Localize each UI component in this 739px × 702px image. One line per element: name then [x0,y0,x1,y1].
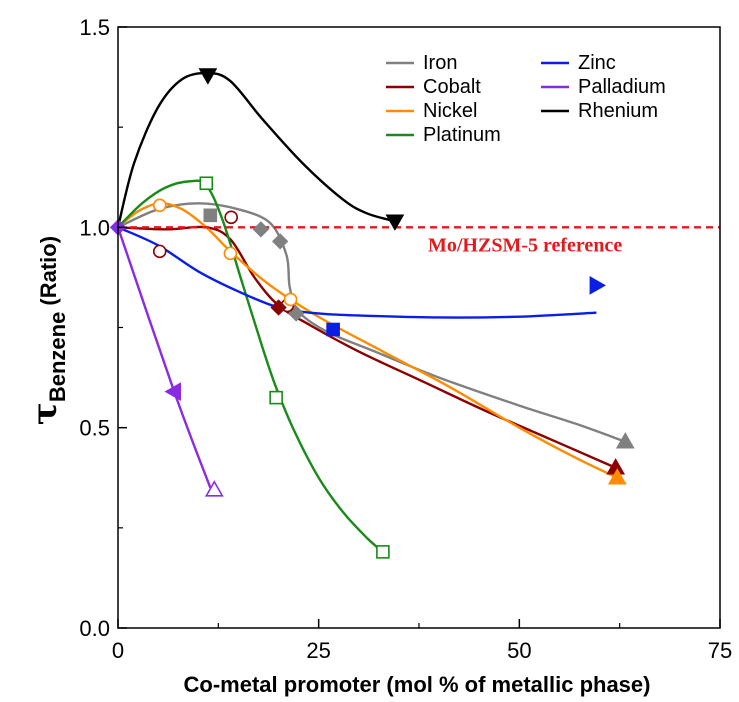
cobalt-point-1 [152,244,167,259]
iron-point-4 [288,305,305,322]
platinum-curve [117,179,384,553]
reference-line-label: Mo/HZSM-5 reference [428,234,622,256]
platinum-point-3 [376,545,390,559]
nickel-point-3 [283,292,298,307]
y-axis-title-symbol: τ [25,402,65,425]
axes: 0 25 50 75 0.0 0.5 1.0 1.5 [79,15,732,663]
legend-label-cobalt: Cobalt [423,76,481,98]
legend-label-platinum: Platinum [423,124,501,146]
palladium-point-2 [204,480,224,497]
iron-point-3 [272,233,289,250]
nickel-point-4 [607,468,627,485]
zinc-point-1 [326,322,340,337]
nickel-point-1 [152,198,167,213]
rhenium-point-1 [198,68,218,85]
cobalt-point-4 [270,299,287,316]
legend-label-zinc: Zinc [578,52,616,74]
y-axis-title-suffix: (Ratio) [36,236,61,312]
zinc-curve [117,226,597,319]
y-tick-label-3: 1.0 [79,215,110,240]
y-tick-label-4: 1.5 [79,15,110,40]
x-axis-title: Co-metal promoter (mol % of metallic pha… [184,672,651,697]
platinum-point-2 [269,390,283,405]
x-tick-label-3: 50 [507,638,531,663]
rhenium-curve [116,71,396,228]
cobalt-point-2 [224,210,238,225]
iron-point-1 [203,208,218,223]
iron-point-2 [252,221,270,238]
y-tick-label-2: 0.5 [79,416,110,441]
nickel-point-2 [223,246,238,261]
legend-label-rhenium: Rhenium [578,100,658,122]
zinc-point-2 [589,276,607,295]
series-curves [116,71,626,553]
iron-point-5 [615,432,635,449]
legend-label-nickel: Nickel [423,100,477,122]
palladium-curve [116,226,212,489]
platinum-point-1 [199,176,214,191]
palladium-point-1 [164,382,181,401]
x-tick-label-1: 0 [112,638,124,663]
series-markers [109,68,635,559]
rhenium-point-2 [385,214,405,231]
y-tick-label-1: 0.0 [79,616,110,641]
y-axis-title-subscript: Benzene [45,312,70,402]
legend-label-iron: Iron [423,52,457,74]
y-axis-title: τBenzene (Ratio) [25,236,70,425]
x-tick-label-2: 25 [306,638,330,663]
x-tick-label-4: 75 [708,638,732,663]
legend-label-palladium: Palladium [578,76,666,98]
